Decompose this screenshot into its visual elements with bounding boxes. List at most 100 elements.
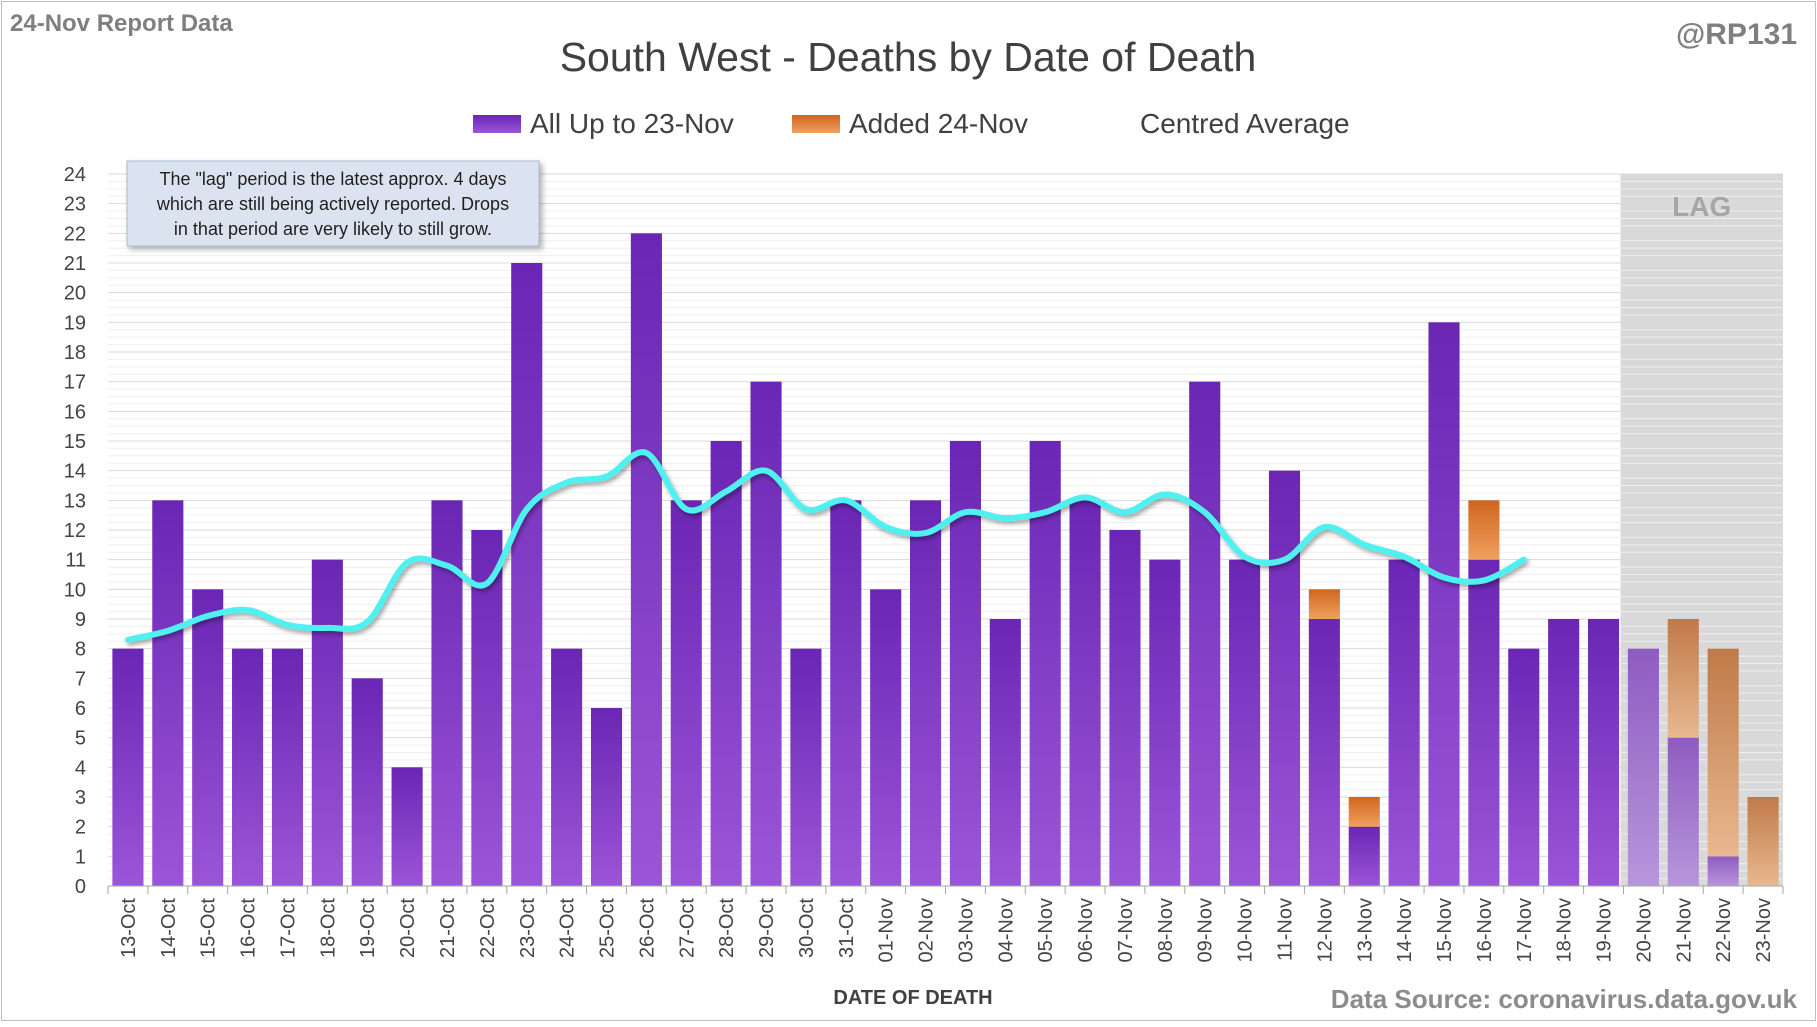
bar-all-24-Oct <box>551 648 583 886</box>
y-tick-label: 16 <box>64 401 86 423</box>
y-tick-label: 10 <box>64 579 86 601</box>
x-tick-label: 12-Nov <box>1314 898 1336 962</box>
x-tick-label: 22-Nov <box>1713 898 1735 962</box>
y-tick-label: 19 <box>64 312 86 334</box>
y-tick-label: 6 <box>75 698 86 720</box>
x-tick-label: 21-Oct <box>437 898 459 958</box>
x-tick-label: 31-Oct <box>836 898 858 958</box>
bar-all-09-Nov <box>1189 381 1221 886</box>
y-tick-label: 8 <box>75 639 86 661</box>
x-tick-label: 17-Oct <box>277 898 299 958</box>
bar-all-29-Oct <box>750 381 782 886</box>
x-tick-label: 21-Nov <box>1673 898 1695 962</box>
bar-all-03-Nov <box>949 441 981 886</box>
bar-all-17-Oct <box>271 648 304 886</box>
bar-added-12-Nov <box>1308 589 1340 619</box>
bar-added-13-Nov <box>1348 797 1380 827</box>
annotation-box <box>126 160 540 247</box>
x-tick-label: 18-Nov <box>1554 898 1576 962</box>
legend-swatch-added <box>792 115 840 133</box>
y-tick-label: 14 <box>64 461 86 483</box>
bar-all-31-Oct <box>830 500 862 886</box>
x-tick-label: 28-Oct <box>716 898 738 958</box>
bar-added-21-Nov <box>1667 619 1699 738</box>
y-tick-label: 12 <box>64 520 86 542</box>
average-line-group <box>124 449 1527 643</box>
x-tick-label: 25-Oct <box>597 898 619 958</box>
y-tick-label: 4 <box>75 757 86 779</box>
bar-all-07-Nov <box>1109 530 1141 886</box>
lag-label: LAG <box>1672 191 1731 222</box>
x-tick-label: 17-Nov <box>1514 898 1536 962</box>
bar-all-20-Nov <box>1627 648 1659 886</box>
lag-annotation: The "lag" period is the latest approx. 4… <box>126 160 540 247</box>
x-tick-label: 27-Oct <box>676 898 698 958</box>
x-tick-label: 22-Oct <box>477 898 499 958</box>
chart-title: South West - Deaths by Date of Death <box>560 34 1257 80</box>
x-tick-label: 08-Nov <box>1155 898 1177 962</box>
y-tick-label: 22 <box>64 223 86 245</box>
x-tick-label: 02-Nov <box>916 898 938 962</box>
x-tick-label: 20-Nov <box>1633 898 1655 962</box>
bar-all-06-Nov <box>1069 500 1101 886</box>
bar-all-01-Nov <box>870 589 902 886</box>
bar-all-26-Oct <box>630 233 662 887</box>
bar-all-22-Nov <box>1707 856 1739 886</box>
y-tick-label: 13 <box>64 490 86 512</box>
bar-all-04-Nov <box>989 619 1021 886</box>
y-tick-label: 15 <box>64 431 86 453</box>
bar-all-15-Nov <box>1428 322 1460 886</box>
legend-label-average: Centred Average <box>1140 108 1350 139</box>
annotation-line-1: The "lag" period is the latest approx. 4… <box>160 169 507 189</box>
bar-all-19-Nov <box>1587 619 1620 886</box>
y-tick-label: 7 <box>75 668 86 690</box>
x-tick-label: 16-Nov <box>1474 898 1496 962</box>
author-handle: @RP131 <box>1676 18 1797 51</box>
gridlines <box>108 173 1783 880</box>
bar-all-15-Oct <box>192 589 224 886</box>
x-tick-label: 14-Oct <box>158 898 180 958</box>
bar-all-13-Oct <box>112 648 144 886</box>
bar-all-11-Nov <box>1268 470 1301 886</box>
x-tick-label: 13-Oct <box>118 898 140 958</box>
bar-all-12-Nov <box>1308 619 1340 886</box>
bar-all-27-Oct <box>670 500 702 886</box>
bar-all-08-Nov <box>1149 559 1181 886</box>
x-tick-label: 19-Nov <box>1594 898 1616 962</box>
bar-all-17-Nov <box>1508 648 1540 886</box>
bar-all-25-Oct <box>590 708 623 886</box>
x-tick-label: 15-Oct <box>198 898 220 958</box>
x-tick-label: 29-Oct <box>756 898 778 958</box>
x-tick-label: 19-Oct <box>357 898 379 958</box>
y-tick-label: 21 <box>64 253 86 275</box>
bar-all-21-Oct <box>431 500 463 886</box>
x-tick-label: 10-Nov <box>1235 898 1257 962</box>
y-tick-label: 20 <box>64 283 86 305</box>
y-tick-label: 2 <box>75 817 86 839</box>
y-tick-label: 11 <box>65 550 86 572</box>
bar-all-10-Nov <box>1229 559 1261 886</box>
x-tick-label: 16-Oct <box>238 898 260 958</box>
x-tick-label: 20-Oct <box>397 898 419 958</box>
data-source: Data Source: coronavirus.data.gov.uk <box>1331 984 1798 1014</box>
annotation-line-3: in that period are very likely to still … <box>174 219 492 239</box>
y-tick-label: 1 <box>75 846 86 868</box>
x-tick-label: 26-Oct <box>636 898 658 958</box>
x-tick-label: 01-Nov <box>876 898 898 962</box>
x-tick-label: 07-Nov <box>1115 898 1137 962</box>
report-label: 24-Nov Report Data <box>10 10 233 37</box>
bar-all-22-Oct <box>471 530 503 886</box>
y-tick-label: 9 <box>75 609 86 631</box>
x-tick-label: 04-Nov <box>995 898 1017 962</box>
bars <box>112 233 1779 887</box>
bar-all-16-Oct <box>232 648 264 886</box>
bar-all-28-Oct <box>710 441 742 886</box>
y-tick-label: 0 <box>75 876 86 898</box>
x-tick-label: 18-Oct <box>317 898 339 958</box>
bar-all-20-Oct <box>391 767 423 886</box>
x-tick-label: 30-Oct <box>796 898 818 958</box>
y-tick-label: 5 <box>75 728 86 750</box>
x-tick-label: 09-Nov <box>1195 898 1217 962</box>
